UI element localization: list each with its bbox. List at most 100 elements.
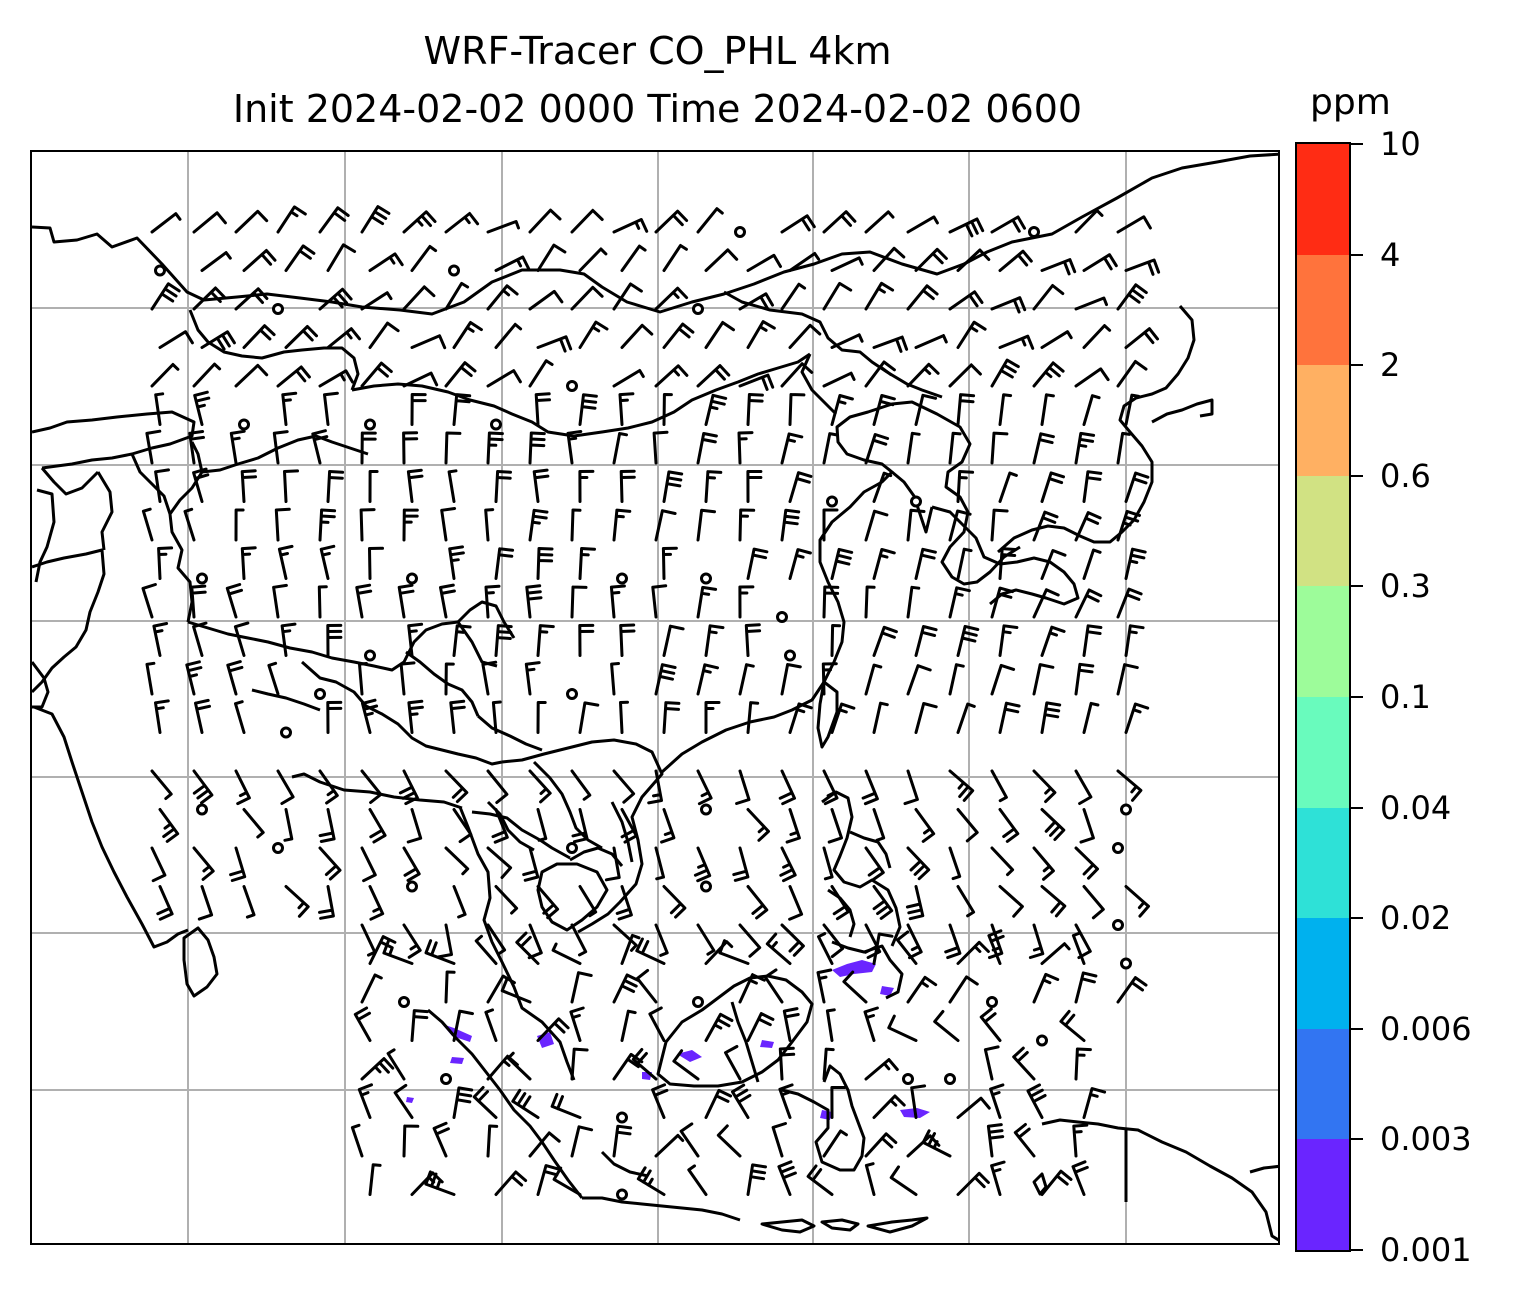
- wind-barb: [1032, 284, 1065, 311]
- wind-barb: [737, 431, 754, 465]
- colorbar-tick: [1351, 1249, 1363, 1251]
- colorbar-segment: [1297, 1028, 1349, 1140]
- wind-barb: [437, 923, 453, 959]
- wind-barb: [1074, 511, 1102, 542]
- wind-barb: [229, 846, 247, 882]
- colorbar-segment: [1297, 807, 1349, 919]
- wind-barb: [528, 769, 552, 804]
- wind-barb: [193, 390, 211, 426]
- wind-barb: [141, 583, 157, 619]
- wind-barb: [990, 1160, 1006, 1196]
- wind-barb: [1082, 885, 1105, 920]
- wind-barb: [654, 509, 677, 542]
- wind-barb: [570, 585, 588, 619]
- wind-barb: [746, 547, 769, 580]
- wind-barb: [1079, 808, 1095, 844]
- map-panel[interactable]: [30, 150, 1280, 1245]
- wind-barb: [830, 333, 864, 349]
- wind-barb: [662, 470, 684, 503]
- wind-barb: [887, 1014, 918, 1042]
- calm-wind-marker: [490, 418, 502, 431]
- wind-barb: [889, 1165, 918, 1196]
- wind-barb: [569, 1006, 585, 1042]
- calm-wind-marker: [700, 572, 712, 585]
- wind-barb: [822, 769, 839, 806]
- colorbar-tick: [1351, 1138, 1363, 1141]
- wind-barb: [1116, 587, 1143, 619]
- wind-barb: [1116, 431, 1131, 465]
- wind-barb: [914, 625, 938, 657]
- wind-barb: [283, 469, 299, 503]
- wind-barb: [696, 508, 716, 542]
- wind-barb: [359, 508, 376, 542]
- wind-barb: [1074, 923, 1092, 960]
- wind-barb: [998, 249, 1033, 272]
- wind-barb: [552, 1166, 582, 1196]
- wind-barb: [1116, 769, 1143, 802]
- wind-barb: [817, 932, 834, 965]
- wind-barb: [746, 253, 782, 272]
- wind-barb: [154, 468, 170, 503]
- wind-barb: [696, 663, 719, 696]
- wind-barb: [780, 663, 802, 696]
- wind-barb: [1040, 701, 1062, 734]
- wind-barb: [906, 508, 926, 542]
- wind-barb: [1116, 976, 1148, 1004]
- colorbar-segment: [1297, 254, 1349, 366]
- colorbar-segment: [1297, 918, 1349, 1029]
- wind-barb: [746, 1163, 767, 1196]
- wind-barb: [234, 209, 269, 234]
- wind-barb: [318, 846, 342, 881]
- wind-barb: [326, 327, 361, 349]
- wind-barb: [662, 624, 685, 657]
- calm-wind-marker: [364, 418, 376, 431]
- wind-barb: [651, 584, 668, 619]
- wind-barb: [1082, 624, 1103, 657]
- wind-barb: [484, 1008, 498, 1042]
- wind-barb: [318, 287, 353, 311]
- wind-barb: [318, 808, 336, 843]
- wind-barb: [276, 365, 311, 388]
- wind-barb: [524, 661, 541, 696]
- wind-barb: [368, 885, 385, 921]
- wind-barb: [822, 846, 834, 881]
- wind-barb: [779, 846, 797, 883]
- wind-barb: [830, 885, 850, 921]
- wind-barb: [360, 205, 391, 234]
- wind-barb: [990, 846, 1015, 877]
- wind-barb: [956, 248, 991, 272]
- wind-barb: [494, 322, 523, 349]
- wind-barb: [872, 1094, 906, 1119]
- wind-barb: [357, 1083, 373, 1119]
- wind-barb: [612, 1052, 644, 1081]
- wind-barb: [486, 769, 509, 804]
- wind-barb: [570, 1125, 594, 1158]
- map-canvas: [32, 152, 1278, 1243]
- wind-barb: [744, 623, 762, 657]
- wind-barb: [233, 621, 250, 657]
- wind-barb: [242, 324, 276, 349]
- wind-barb: [738, 508, 756, 542]
- calm-wind-marker: [616, 1111, 628, 1124]
- wind-barb: [696, 923, 716, 956]
- wind-barb: [494, 624, 513, 657]
- wind-barb: [192, 467, 210, 503]
- wind-barb: [944, 923, 962, 960]
- wind-barb: [948, 769, 975, 802]
- wind-barb: [242, 885, 256, 919]
- wind-barb: [1032, 972, 1060, 1004]
- wind-barb: [872, 548, 896, 580]
- wind-barb: [998, 624, 1019, 657]
- calm-wind-marker: [196, 803, 208, 816]
- wind-barb: [896, 930, 918, 965]
- wind-barb: [444, 769, 469, 804]
- wind-barb: [990, 358, 1020, 388]
- wind-barb: [822, 371, 856, 388]
- colorbar-segment: [1297, 144, 1349, 255]
- wind-barb: [1124, 624, 1145, 657]
- wind-barb: [990, 586, 1014, 619]
- wind-barb: [780, 362, 814, 388]
- wind-barb: [578, 623, 595, 657]
- wind-barb: [326, 243, 357, 272]
- wind-barb: [696, 769, 713, 806]
